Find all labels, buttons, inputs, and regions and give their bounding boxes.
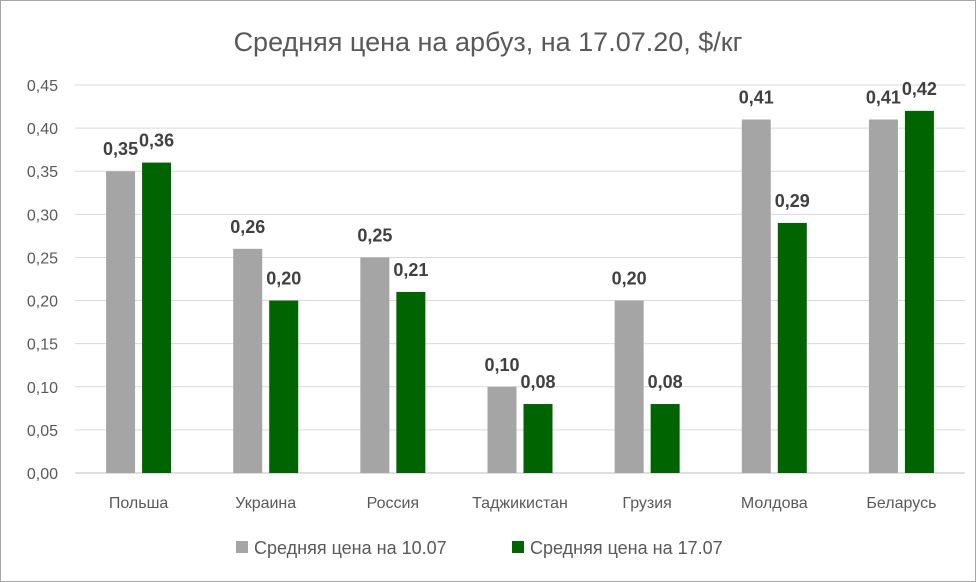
data-label: 0,41 <box>866 87 901 107</box>
legend-swatch <box>512 541 524 553</box>
bar-17-07 <box>142 162 172 473</box>
x-tick-label: Польша <box>109 495 169 512</box>
x-tick-label: Грузия <box>622 495 671 512</box>
y-tick-label: 0,40 <box>27 121 58 138</box>
data-label: 0,20 <box>266 269 301 289</box>
bar-17-07 <box>650 404 680 473</box>
bar-10-07 <box>360 257 390 473</box>
x-tick-label: Украина <box>235 495 296 512</box>
y-tick-label: 0,25 <box>27 250 58 267</box>
bar-17-07 <box>269 300 299 473</box>
y-tick-label: 0,10 <box>27 380 58 397</box>
data-label: 0,10 <box>484 355 519 375</box>
data-label: 0,36 <box>139 131 174 151</box>
data-label: 0,29 <box>775 191 810 211</box>
x-tick-label: Беларусь <box>866 495 936 512</box>
data-label: 0,21 <box>393 260 428 280</box>
bar-10-07 <box>868 119 898 473</box>
bar-10-07 <box>614 300 644 473</box>
y-tick-label: 0,15 <box>27 337 58 354</box>
bar-17-07 <box>396 291 426 473</box>
data-label: 0,08 <box>520 372 555 392</box>
y-tick-label: 0,35 <box>27 164 58 181</box>
legend-label: Средняя цена на 10.07 <box>254 538 447 558</box>
legend-label: Средняя цена на 17.07 <box>530 538 723 558</box>
data-label: 0,25 <box>357 225 392 245</box>
data-label: 0,42 <box>902 79 937 99</box>
data-label: 0,35 <box>103 139 138 159</box>
data-label: 0,20 <box>612 269 647 289</box>
bar-17-07 <box>777 222 807 473</box>
y-tick-label: 0,00 <box>27 466 58 483</box>
bar-17-07 <box>523 404 553 473</box>
chart-title: Средняя цена на арбуз, на 17.07.20, $/кг <box>234 27 743 57</box>
legend-swatch <box>236 541 248 553</box>
bar-10-07 <box>106 171 136 473</box>
bar-10-07 <box>741 119 771 473</box>
x-tick-label: Россия <box>367 495 419 512</box>
bar-10-07 <box>487 386 517 473</box>
data-label: 0,26 <box>230 217 265 237</box>
y-tick-label: 0,30 <box>27 207 58 224</box>
bar-17-07 <box>904 110 934 473</box>
y-tick-label: 0,45 <box>27 78 58 95</box>
x-tick-label: Таджикистан <box>472 495 568 512</box>
data-label: 0,08 <box>648 372 683 392</box>
bar-10-07 <box>233 248 263 473</box>
y-tick-label: 0,20 <box>27 294 58 311</box>
x-tick-label: Молдова <box>741 495 808 512</box>
data-label: 0,41 <box>739 87 774 107</box>
y-tick-label: 0,05 <box>27 423 58 440</box>
